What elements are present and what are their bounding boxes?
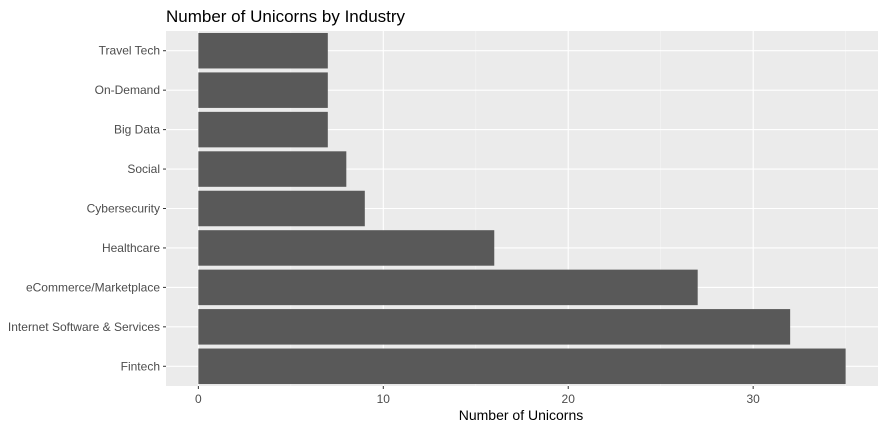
y-tick-label: Social <box>127 162 160 176</box>
y-tick-label: Big Data <box>114 123 160 137</box>
y-tick-label: Travel Tech <box>99 44 160 58</box>
x-tick-label: 30 <box>746 392 760 406</box>
y-axis: Fintech Internet Software & Services eComm… <box>8 44 166 373</box>
bar <box>198 190 365 227</box>
bar <box>198 348 846 385</box>
y-tick-label: Fintech <box>121 359 160 373</box>
x-tick-label: 10 <box>377 392 391 406</box>
chart-title: Number of Unicorns by Industry <box>166 7 406 26</box>
y-tick-label: Cybersecurity <box>87 202 160 216</box>
bar <box>198 269 698 306</box>
x-tick-label: 0 <box>195 392 202 406</box>
x-tick-label: 20 <box>562 392 576 406</box>
bar <box>198 309 791 345</box>
bars <box>198 32 846 385</box>
bar <box>198 230 495 266</box>
y-tick-label: eCommerce/Marketplace <box>26 280 160 294</box>
y-tick-label: Healthcare <box>102 241 160 255</box>
bar <box>198 111 328 148</box>
x-axis: 0 10 20 30 <box>195 386 760 406</box>
y-tick-label: On-Demand <box>95 83 160 97</box>
bar <box>198 72 328 108</box>
y-tick-label: Internet Software & Services <box>8 320 160 334</box>
bar <box>198 151 347 187</box>
bar <box>198 32 328 69</box>
x-axis-title: Number of Unicorns <box>459 407 584 423</box>
